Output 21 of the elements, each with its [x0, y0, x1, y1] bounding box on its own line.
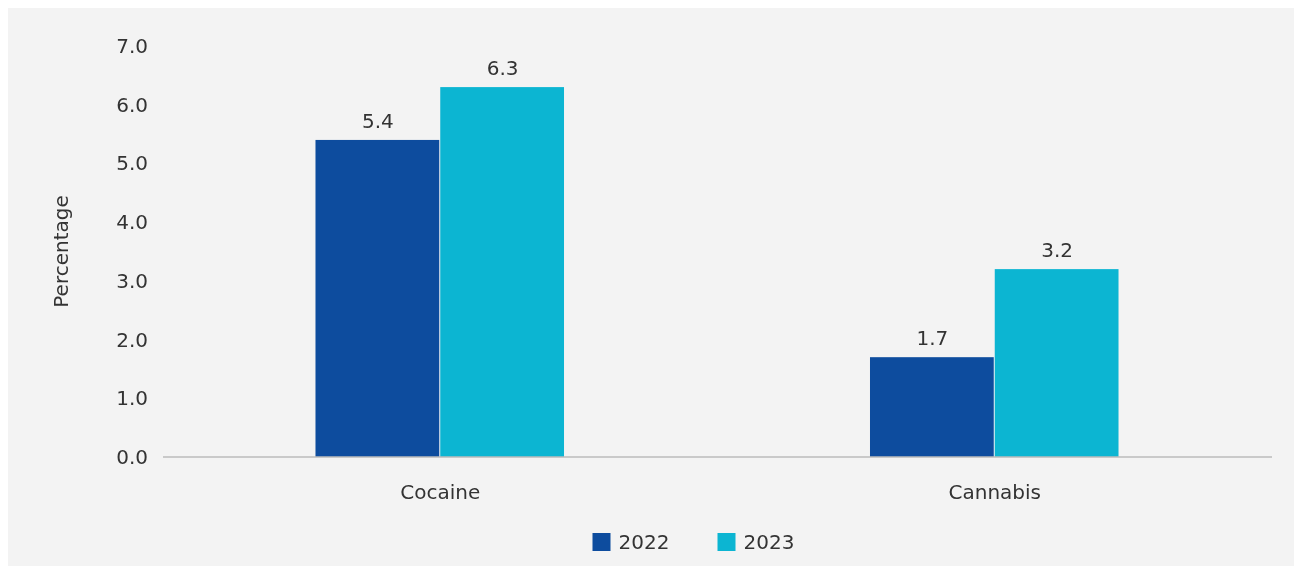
bar: [440, 87, 565, 457]
x-tick-label: Cocaine: [400, 480, 481, 504]
y-axis-title: Percentage: [49, 195, 73, 308]
data-label: 6.3: [486, 56, 519, 81]
legend-label: 2022: [618, 530, 670, 554]
y-tick-label: 6.0: [116, 92, 148, 117]
data-label: 3.2: [1041, 238, 1074, 263]
y-tick-label: 4.0: [116, 210, 148, 235]
bar: [869, 357, 994, 457]
bar: [994, 269, 1119, 457]
y-tick-label: 1.0: [116, 386, 148, 411]
x-tick-label: Cannabis: [948, 480, 1041, 504]
y-tick-label: 7.0: [116, 34, 148, 58]
y-tick-label: 3.0: [116, 268, 148, 293]
data-label: 5.4: [361, 108, 394, 133]
bar: [315, 139, 440, 457]
y-tick-label: 5.0: [116, 151, 148, 176]
legend-label: 2023: [743, 530, 795, 554]
y-tick-label: 0.0: [116, 445, 148, 469]
y-tick-label: 2.0: [116, 327, 148, 352]
data-label: 1.7: [916, 326, 949, 351]
